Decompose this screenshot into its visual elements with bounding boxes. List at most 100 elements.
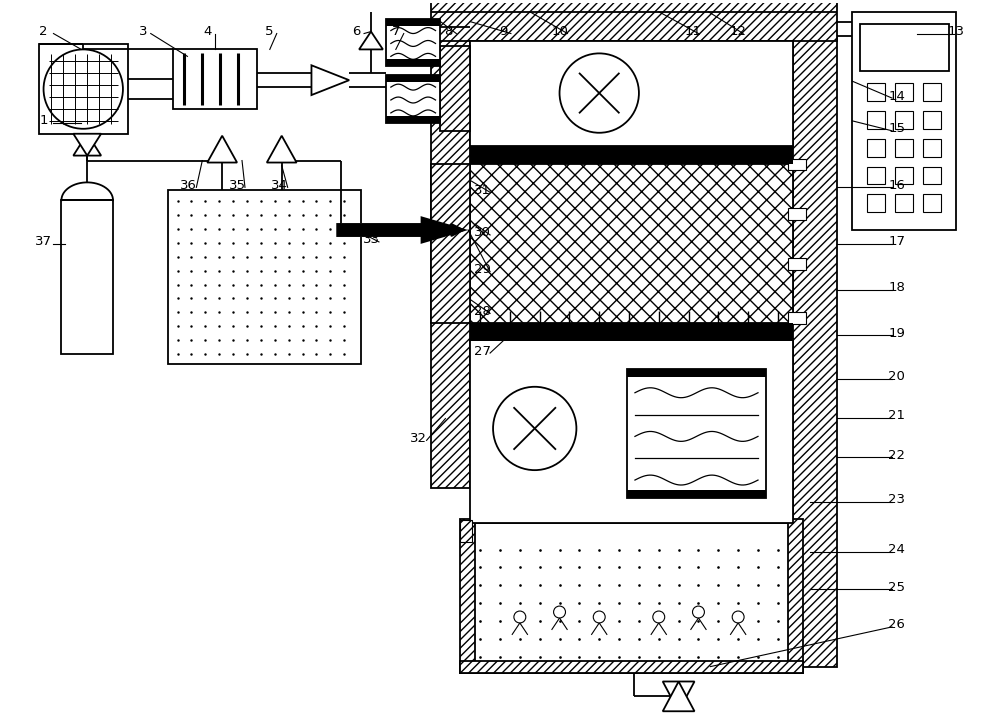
Polygon shape xyxy=(359,32,383,50)
Text: 4: 4 xyxy=(203,25,211,38)
Bar xyxy=(895,167,913,184)
Text: 10: 10 xyxy=(551,25,568,38)
Text: 19: 19 xyxy=(888,326,905,339)
Bar xyxy=(386,116,440,123)
Circle shape xyxy=(560,53,639,133)
Circle shape xyxy=(514,611,526,623)
Polygon shape xyxy=(311,65,349,95)
Bar xyxy=(923,194,941,212)
Bar xyxy=(460,519,475,672)
Bar xyxy=(168,191,361,364)
Bar xyxy=(923,139,941,157)
Circle shape xyxy=(44,50,123,129)
Polygon shape xyxy=(663,682,694,711)
Text: 31: 31 xyxy=(474,184,491,197)
Bar xyxy=(386,75,440,123)
Bar xyxy=(867,139,885,157)
Bar xyxy=(431,163,470,324)
Text: 11: 11 xyxy=(685,25,702,38)
Bar xyxy=(895,111,913,129)
Bar xyxy=(386,19,440,26)
Polygon shape xyxy=(73,134,101,155)
Text: 3: 3 xyxy=(139,25,147,38)
Text: 13: 13 xyxy=(948,25,965,38)
Text: 20: 20 xyxy=(888,370,905,383)
Text: 17: 17 xyxy=(888,235,905,249)
Bar xyxy=(627,490,766,498)
Text: 7: 7 xyxy=(392,25,400,38)
Text: 8: 8 xyxy=(444,25,453,38)
Text: 36: 36 xyxy=(180,179,197,192)
Text: 25: 25 xyxy=(888,581,905,594)
Bar xyxy=(39,45,128,134)
Bar xyxy=(431,37,470,488)
Text: 6: 6 xyxy=(352,25,360,38)
Text: 27: 27 xyxy=(474,344,491,357)
Bar xyxy=(386,60,440,66)
Text: 26: 26 xyxy=(888,618,905,631)
Bar xyxy=(431,1,837,42)
Polygon shape xyxy=(207,136,237,162)
Polygon shape xyxy=(336,216,468,244)
Bar xyxy=(895,83,913,101)
Bar xyxy=(867,167,885,184)
Text: 34: 34 xyxy=(271,179,288,192)
Bar xyxy=(386,19,440,66)
Bar xyxy=(867,194,885,212)
Bar xyxy=(923,83,941,101)
Bar xyxy=(852,12,956,230)
Bar xyxy=(440,47,470,131)
Bar xyxy=(867,111,885,129)
Bar xyxy=(923,111,941,129)
Text: 18: 18 xyxy=(888,281,905,294)
Bar xyxy=(788,258,806,270)
Bar xyxy=(923,167,941,184)
Polygon shape xyxy=(73,134,101,155)
Text: 37: 37 xyxy=(35,235,52,249)
Bar xyxy=(867,83,885,101)
Bar xyxy=(895,139,913,157)
Text: 1: 1 xyxy=(39,114,48,127)
Bar xyxy=(470,523,793,667)
Text: 16: 16 xyxy=(888,179,905,192)
Text: 14: 14 xyxy=(888,90,905,103)
Text: 9: 9 xyxy=(499,25,507,38)
Bar xyxy=(793,37,837,667)
Text: 33: 33 xyxy=(363,234,380,247)
Text: 22: 22 xyxy=(888,449,905,462)
Circle shape xyxy=(732,611,744,623)
Text: 12: 12 xyxy=(730,25,747,38)
Bar xyxy=(460,520,472,541)
Bar xyxy=(627,369,766,498)
Text: 30: 30 xyxy=(474,226,491,239)
Bar xyxy=(173,50,257,109)
Bar xyxy=(460,661,803,672)
Bar xyxy=(470,324,793,341)
Bar xyxy=(788,159,806,170)
Circle shape xyxy=(693,606,704,618)
Circle shape xyxy=(493,387,576,470)
Bar xyxy=(61,200,113,354)
Text: 32: 32 xyxy=(410,432,427,445)
Bar xyxy=(341,223,440,237)
Text: 21: 21 xyxy=(888,409,905,422)
Circle shape xyxy=(554,606,565,618)
Text: 28: 28 xyxy=(474,305,491,318)
Text: 2: 2 xyxy=(39,25,48,38)
Circle shape xyxy=(593,611,605,623)
Bar xyxy=(470,42,793,146)
Bar xyxy=(860,24,949,71)
Text: 5: 5 xyxy=(265,25,273,38)
Bar xyxy=(386,75,440,82)
Text: 15: 15 xyxy=(888,122,905,135)
Text: 29: 29 xyxy=(474,263,491,276)
Bar xyxy=(788,312,806,324)
Bar xyxy=(788,519,803,672)
Text: 23: 23 xyxy=(888,493,905,506)
Bar xyxy=(788,209,806,220)
Bar xyxy=(470,146,793,163)
Bar xyxy=(470,163,793,324)
Polygon shape xyxy=(267,136,297,162)
Text: 24: 24 xyxy=(888,543,905,556)
Text: 35: 35 xyxy=(229,179,246,192)
